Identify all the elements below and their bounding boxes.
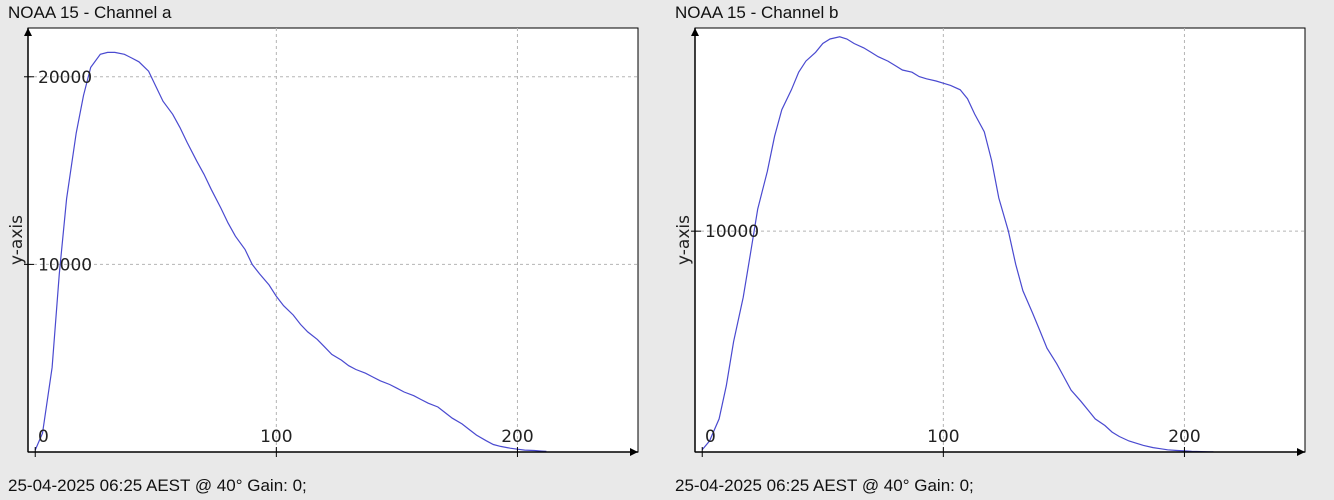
x-tick-label: 0 [38, 427, 49, 447]
x-tick-label: 200 [501, 427, 533, 447]
x-tick-label: 200 [1168, 427, 1200, 447]
chart-footer: 25-04-2025 06:25 AEST @ 40° Gain: 0; [675, 476, 974, 495]
x-axis-arrow [1297, 448, 1305, 456]
y-tick-label: 20000 [38, 68, 92, 88]
y-tick-label: 10000 [705, 222, 759, 242]
y-axis-label: y-axis [7, 215, 27, 265]
chart-title: NOAA 15 - Channel a [8, 3, 172, 22]
chart-plot-a: 0 100 200 10000 20000 y-axis [7, 27, 639, 457]
x-tick-label: 0 [705, 427, 716, 447]
chart-title: NOAA 15 - Channel b [675, 3, 839, 22]
y-axis-label: y-axis [674, 215, 694, 265]
chart-plot-b: 0 100 200 10000 y-axis [674, 27, 1306, 457]
chart-panel-b: 0 100 200 10000 y-axis NOAA 15 - Channel b 2… [667, 0, 1327, 500]
chart-panel-a: 0 100 200 10000 20000 y-axis NOAA 15 - Channe… [0, 0, 660, 500]
series-line [701, 36, 1214, 453]
x-axis-arrow [630, 448, 638, 456]
y-axis-arrow [691, 28, 699, 36]
chart-footer: 25-04-2025 06:25 AEST @ 40° Gain: 0; [8, 476, 307, 495]
plot-area [27, 27, 639, 453]
y-tick-label: 10000 [38, 255, 92, 275]
x-tick-label: 100 [927, 427, 959, 447]
plot-area [694, 27, 1306, 453]
series-line [34, 51, 547, 452]
y-axis-arrow [24, 28, 32, 36]
x-tick-label: 100 [260, 427, 292, 447]
